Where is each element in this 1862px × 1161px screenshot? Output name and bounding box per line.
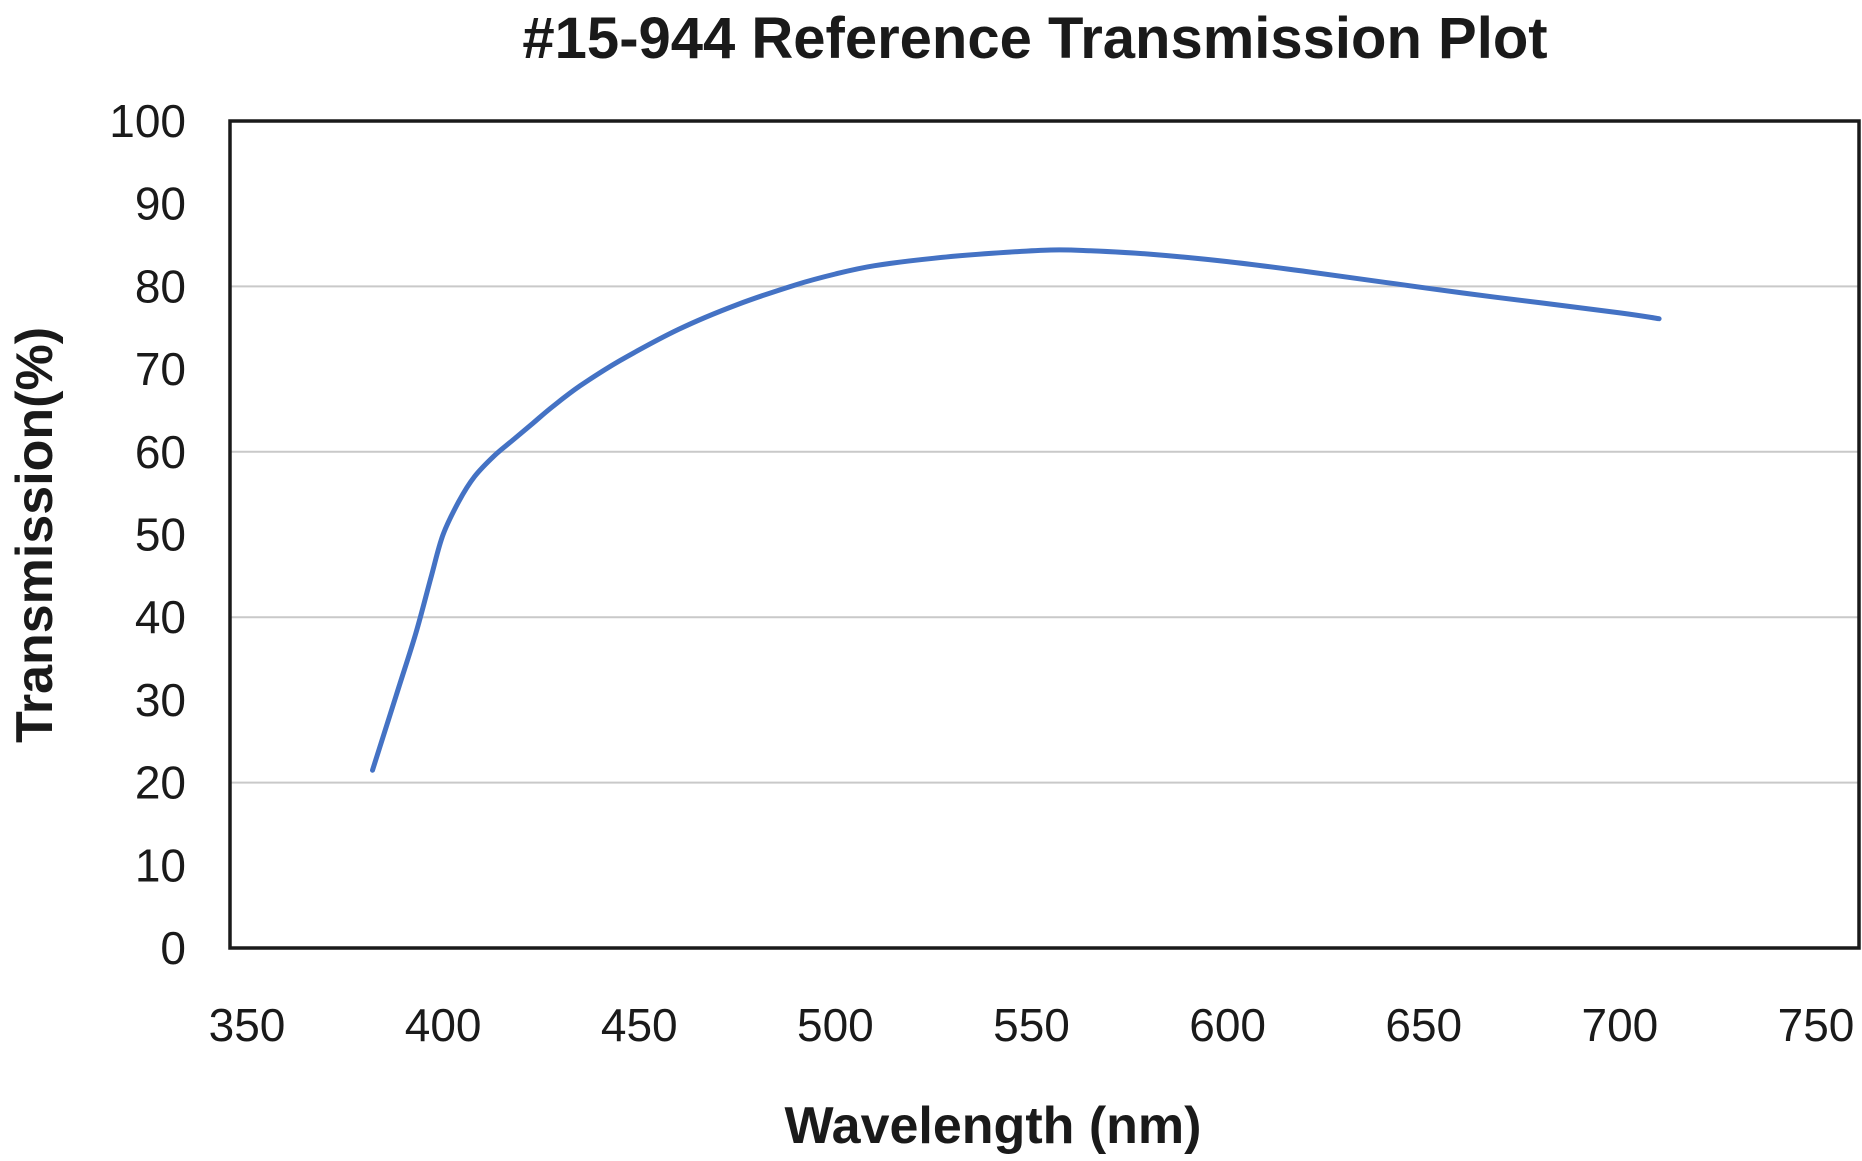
- y-tick-label-80: 80: [135, 260, 186, 312]
- y-tick-label-10: 10: [135, 839, 186, 891]
- y-axis-ticks: 0 10 20 30 40 50 60 70 80 90 100: [109, 95, 186, 974]
- y-tick-label-0: 0: [160, 922, 186, 974]
- y-tick-label-50: 50: [135, 509, 186, 561]
- x-tick-label-750: 750: [1778, 999, 1855, 1051]
- chart-title: #15-944 Reference Transmission Plot: [522, 6, 1547, 71]
- x-tick-label-600: 600: [1189, 999, 1266, 1051]
- y-tick-label-40: 40: [135, 591, 186, 643]
- x-tick-label-350: 350: [209, 999, 286, 1051]
- plot-area-frame: [228, 119, 1861, 950]
- y-tick-label-60: 60: [135, 426, 186, 478]
- y-axis-label: Transmission(%): [6, 327, 64, 743]
- x-tick-label-450: 450: [601, 999, 678, 1051]
- y-tick-label-70: 70: [135, 343, 186, 395]
- series-group: [370, 247, 1662, 773]
- gridlines: [230, 285, 1859, 784]
- y-tick-label-30: 30: [135, 674, 186, 726]
- x-tick-label-500: 500: [797, 999, 874, 1051]
- y-tick-label-90: 90: [135, 178, 186, 230]
- x-axis-label: Wavelength (nm): [785, 1097, 1202, 1155]
- y-tick-label-20: 20: [135, 757, 186, 809]
- series-line-0: [370, 247, 1662, 773]
- x-tick-label-700: 700: [1582, 999, 1659, 1051]
- x-tick-label-650: 650: [1385, 999, 1462, 1051]
- x-axis-ticks: 350 400 450 500 550 600 650 700 750: [209, 999, 1855, 1051]
- y-tick-label-100: 100: [109, 95, 186, 147]
- x-tick-label-400: 400: [405, 999, 482, 1051]
- x-tick-label-550: 550: [993, 999, 1070, 1051]
